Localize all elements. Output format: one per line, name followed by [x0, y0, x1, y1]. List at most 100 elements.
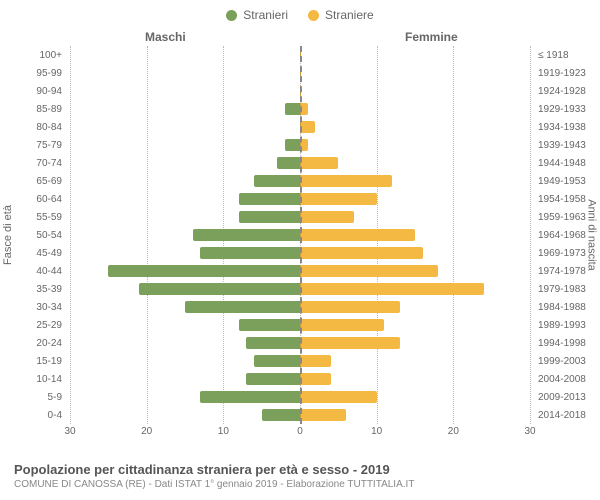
birth-year-label: 1924-1928 — [538, 82, 600, 100]
female-bar — [300, 193, 377, 206]
age-group-label: 30-34 — [0, 298, 66, 316]
birth-year-label: 1939-1943 — [538, 136, 600, 154]
female-bar — [300, 175, 392, 188]
male-bar — [246, 337, 300, 350]
male-bar — [239, 211, 300, 224]
birth-year-label: 1964-1968 — [538, 226, 600, 244]
x-tick: 10 — [218, 426, 229, 437]
male-bar — [285, 103, 300, 116]
grid-line — [530, 46, 531, 424]
population-pyramid-chart: Stranieri Straniere Maschi Femmine Fasce… — [0, 0, 600, 500]
birth-year-label: 1999-2003 — [538, 352, 600, 370]
birth-year-label: 2004-2008 — [538, 370, 600, 388]
birth-year-label: 1979-1983 — [538, 280, 600, 298]
male-bar — [254, 175, 300, 188]
male-bar — [246, 373, 300, 386]
birth-year-label: 1984-1988 — [538, 298, 600, 316]
chart-footer: Popolazione per cittadinanza straniera p… — [14, 462, 586, 490]
birth-year-label: ≤ 1918 — [538, 46, 600, 64]
male-bar — [239, 193, 300, 206]
male-bar — [139, 283, 300, 296]
center-divider — [300, 46, 302, 424]
age-group-label: 20-24 — [0, 334, 66, 352]
female-bar — [300, 265, 438, 278]
birth-year-label: 1934-1938 — [538, 118, 600, 136]
birth-year-label: 1949-1953 — [538, 172, 600, 190]
legend-label-female: Straniere — [325, 8, 374, 22]
age-group-label: 35-39 — [0, 280, 66, 298]
x-tick: 20 — [448, 426, 459, 437]
male-bar — [239, 319, 300, 332]
x-tick: 20 — [141, 426, 152, 437]
male-swatch — [226, 10, 237, 21]
age-group-label: 60-64 — [0, 190, 66, 208]
header-male: Maschi — [145, 30, 186, 44]
female-bar — [300, 157, 338, 170]
male-bar — [277, 157, 300, 170]
male-bar — [200, 391, 300, 404]
x-tick: 10 — [371, 426, 382, 437]
age-group-label: 70-74 — [0, 154, 66, 172]
y-right-labels: ≤ 19181919-19231924-19281929-19331934-19… — [534, 46, 600, 424]
x-axis-ticks: 3020100102030 — [70, 426, 530, 440]
female-bar — [300, 355, 331, 368]
birth-year-label: 1974-1978 — [538, 262, 600, 280]
birth-year-label: 1989-1993 — [538, 316, 600, 334]
age-group-label: 85-89 — [0, 100, 66, 118]
male-bar — [254, 355, 300, 368]
y-left-labels: 100+95-9990-9485-8980-8475-7970-7465-696… — [0, 46, 66, 424]
female-bar — [300, 319, 384, 332]
female-bar — [300, 211, 354, 224]
age-group-label: 55-59 — [0, 208, 66, 226]
male-bar — [285, 139, 300, 152]
male-bar — [193, 229, 300, 242]
male-bar — [185, 301, 300, 314]
age-group-label: 90-94 — [0, 82, 66, 100]
age-group-label: 45-49 — [0, 244, 66, 262]
female-bar — [300, 337, 400, 350]
birth-year-label: 2009-2013 — [538, 388, 600, 406]
legend-label-male: Stranieri — [243, 8, 288, 22]
male-bar — [200, 247, 300, 260]
female-bar — [300, 373, 331, 386]
age-group-label: 10-14 — [0, 370, 66, 388]
age-group-label: 100+ — [0, 46, 66, 64]
age-group-label: 50-54 — [0, 226, 66, 244]
age-group-label: 65-69 — [0, 172, 66, 190]
male-bar — [108, 265, 300, 278]
male-bar — [262, 409, 300, 422]
age-group-label: 0-4 — [0, 406, 66, 424]
female-bar — [300, 409, 346, 422]
female-bar — [300, 247, 423, 260]
plot-area — [70, 46, 530, 424]
female-bar — [300, 121, 315, 134]
age-group-label: 15-19 — [0, 352, 66, 370]
age-group-label: 80-84 — [0, 118, 66, 136]
birth-year-label: 1969-1973 — [538, 244, 600, 262]
chart-title: Popolazione per cittadinanza straniera p… — [14, 462, 586, 477]
female-bar — [300, 283, 484, 296]
age-group-label: 95-99 — [0, 64, 66, 82]
birth-year-label: 1944-1948 — [538, 154, 600, 172]
age-group-label: 5-9 — [0, 388, 66, 406]
age-group-label: 40-44 — [0, 262, 66, 280]
x-tick: 0 — [297, 426, 303, 437]
female-bar — [300, 229, 415, 242]
female-bar — [300, 391, 377, 404]
birth-year-label: 1994-1998 — [538, 334, 600, 352]
x-tick: 30 — [64, 426, 75, 437]
chart-subtitle: COMUNE DI CANOSSA (RE) - Dati ISTAT 1° g… — [14, 479, 586, 490]
female-bar — [300, 301, 400, 314]
header-female: Femmine — [405, 30, 458, 44]
legend-item-female: Straniere — [308, 8, 374, 22]
birth-year-label: 2014-2018 — [538, 406, 600, 424]
birth-year-label: 1929-1933 — [538, 100, 600, 118]
birth-year-label: 1959-1963 — [538, 208, 600, 226]
chart-legend: Stranieri Straniere — [0, 8, 600, 22]
female-swatch — [308, 10, 319, 21]
birth-year-label: 1954-1958 — [538, 190, 600, 208]
birth-year-label: 1919-1923 — [538, 64, 600, 82]
age-group-label: 25-29 — [0, 316, 66, 334]
legend-item-male: Stranieri — [226, 8, 288, 22]
age-group-label: 75-79 — [0, 136, 66, 154]
